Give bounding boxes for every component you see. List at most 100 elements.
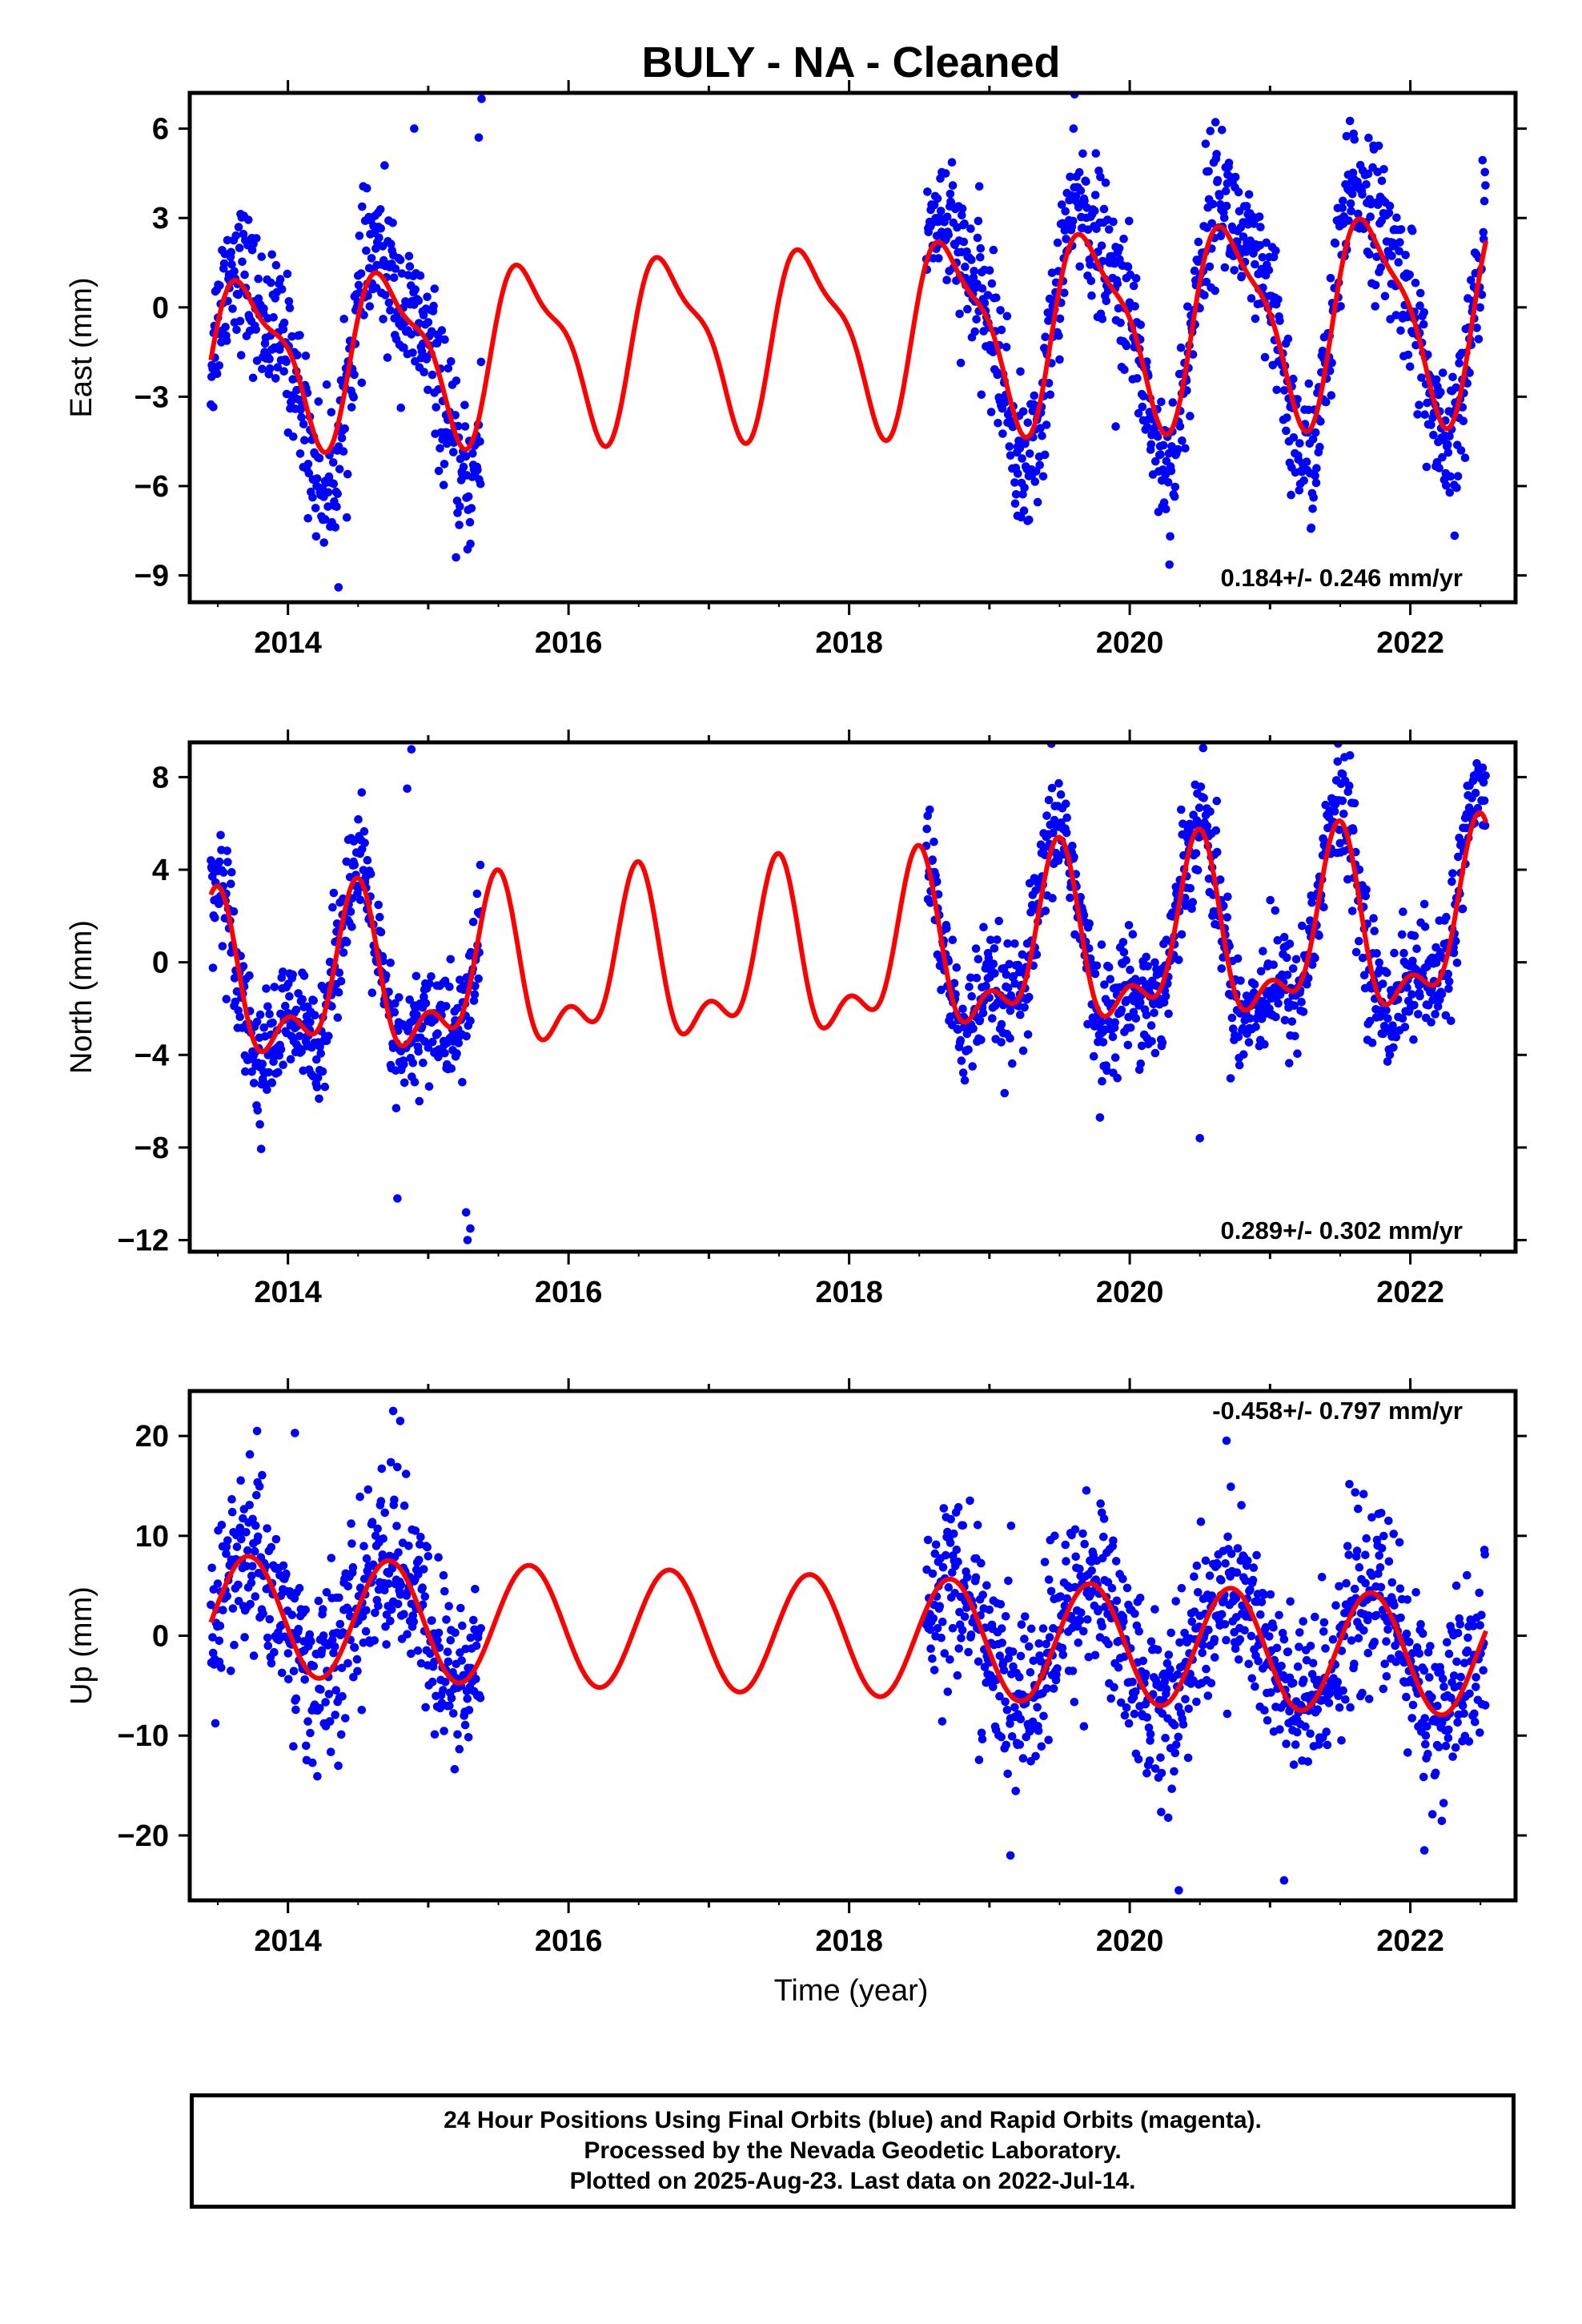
data-point: [414, 296, 424, 305]
data-point: [972, 973, 982, 983]
data-point: [936, 207, 946, 215]
data-point: [1016, 1010, 1025, 1019]
data-point: [926, 1625, 935, 1634]
data-point: [1131, 1014, 1141, 1023]
data-point: [1264, 266, 1274, 275]
data-point: [424, 1043, 433, 1052]
data-point: [977, 1558, 986, 1568]
data-point: [1047, 268, 1057, 278]
data-point: [279, 318, 289, 328]
data-point: [1244, 1659, 1253, 1669]
data-point: [957, 1634, 966, 1642]
data-point: [1415, 991, 1424, 1001]
east-panel: 2014 2016 2018 2020 2022 6 3 0 −3 −6 −9 East (mm) 0.…: [65, 80, 1527, 660]
data-point: [980, 299, 990, 308]
data-point: [470, 990, 480, 999]
data-point: [335, 1593, 343, 1602]
data-point: [343, 1659, 352, 1668]
data-point: [1139, 392, 1148, 401]
data-point: [285, 304, 295, 312]
data-point: [1042, 811, 1051, 820]
data-point: [1047, 783, 1057, 793]
data-point: [1293, 1727, 1302, 1737]
data-point: [1372, 252, 1381, 262]
data-point: [1162, 1684, 1171, 1694]
data-point: [1395, 1584, 1405, 1593]
data-point: [381, 971, 391, 980]
data-point: [1437, 1816, 1447, 1826]
data-point: [943, 1687, 953, 1696]
data-point: [440, 1048, 449, 1058]
data-point: [985, 266, 994, 275]
data-point: [285, 992, 294, 1001]
data-point: [1057, 818, 1066, 827]
data-point: [1044, 379, 1054, 388]
data-point: [1105, 225, 1114, 234]
data-point: [1016, 1715, 1026, 1723]
data-point: [327, 1635, 337, 1645]
data-point: [416, 1533, 425, 1542]
data-point: [1363, 169, 1373, 179]
data-point: [1135, 1594, 1145, 1602]
data-point: [252, 1490, 261, 1500]
data-point: [1418, 1629, 1427, 1638]
x-tick-label: 2014: [254, 1924, 322, 1958]
north-y-axis-label: North (mm): [65, 920, 98, 1074]
data-point: [960, 1612, 970, 1622]
data-point: [227, 1507, 237, 1517]
data-point: [997, 325, 1006, 335]
data-point: [445, 982, 454, 991]
data-point: [248, 1514, 257, 1524]
data-point: [1446, 472, 1456, 481]
data-point: [1120, 365, 1129, 375]
data-point: [428, 1037, 437, 1047]
data-point: [1049, 1684, 1058, 1693]
data-point: [1247, 1631, 1256, 1641]
data-point: [1044, 1575, 1054, 1584]
data-point: [1207, 219, 1216, 228]
data-point: [416, 1540, 424, 1549]
data-point: [1146, 1021, 1156, 1030]
data-point: [474, 974, 483, 983]
data-point: [222, 336, 231, 345]
data-point: [440, 1586, 449, 1596]
data-point: [1391, 1032, 1401, 1042]
data-point: [1054, 856, 1063, 865]
data-point: [1183, 1753, 1193, 1763]
data-point: [1222, 1635, 1231, 1645]
data-point: [1366, 212, 1375, 222]
data-point: [341, 1714, 350, 1723]
data-point: [1005, 959, 1014, 969]
data-point: [1265, 1632, 1274, 1641]
data-point: [1272, 1643, 1282, 1653]
data-point: [1201, 139, 1211, 148]
data-point: [219, 868, 228, 877]
data-point: [973, 233, 982, 243]
data-point: [999, 1666, 1009, 1675]
data-point: [259, 1023, 269, 1032]
data-point: [252, 1017, 262, 1027]
data-point: [1016, 1651, 1026, 1661]
data-point: [1346, 199, 1355, 208]
data-point: [946, 189, 955, 199]
data-point: [462, 1031, 471, 1041]
data-point: [390, 1007, 400, 1017]
data-point: [359, 311, 368, 320]
data-point: [1041, 332, 1050, 342]
data-point: [1379, 1684, 1388, 1694]
data-point: [315, 453, 324, 463]
data-point: [1174, 444, 1182, 454]
data-point: [234, 1580, 243, 1590]
data-point: [1476, 1728, 1484, 1737]
data-point: [319, 1631, 328, 1640]
data-point: [987, 279, 997, 288]
data-point: [969, 1024, 978, 1033]
data-point: [1032, 950, 1042, 959]
data-point: [1184, 1704, 1193, 1714]
data-point: [1244, 190, 1254, 199]
data-point: [1188, 898, 1198, 907]
data-point: [1462, 823, 1471, 833]
data-point: [1383, 1057, 1392, 1066]
data-point: [1480, 821, 1490, 830]
east-plot-frame: [187, 90, 1518, 605]
